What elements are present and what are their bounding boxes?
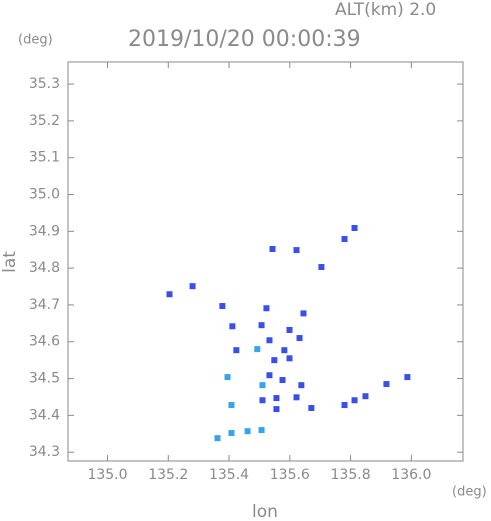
echo-point — [273, 406, 280, 413]
x-tick-label: 135.0 — [87, 467, 127, 483]
plot-frame — [67, 61, 464, 462]
echo-point — [298, 382, 305, 389]
x-unit: (deg) — [452, 485, 487, 500]
y-tick-label: 34.7 — [29, 297, 60, 313]
echo-point — [271, 357, 278, 364]
echo-point — [404, 374, 411, 381]
echo-point — [259, 397, 266, 404]
echo-point — [286, 326, 293, 333]
y-axis-label: lat — [0, 251, 20, 273]
echo-point — [244, 428, 251, 435]
echo-point — [293, 247, 300, 254]
echo-point — [259, 382, 266, 389]
echo-point — [273, 395, 280, 402]
echo-point — [229, 323, 236, 330]
echo-point — [214, 435, 221, 442]
echo-point — [228, 402, 235, 409]
echo-point — [341, 236, 348, 243]
echo-point — [266, 337, 273, 344]
echo-point — [383, 381, 390, 388]
y-tick-label: 35.1 — [29, 150, 60, 166]
echo-point — [308, 404, 315, 411]
y-tick-label: 34.6 — [29, 334, 60, 350]
x-tick-label: 135.2 — [148, 467, 188, 483]
x-tick-label: 135.4 — [209, 467, 249, 483]
echo-point — [341, 402, 348, 409]
echo-point — [219, 303, 226, 310]
echo-point — [286, 355, 293, 362]
echo-point — [263, 305, 270, 312]
echo-point — [228, 430, 235, 437]
echo-point — [233, 347, 240, 354]
x-tick-label: 135.6 — [270, 467, 310, 483]
x-axis-label: lon — [252, 502, 278, 521]
echo-point — [362, 393, 369, 400]
echo-point — [166, 291, 173, 298]
y-tick-label: 35.0 — [29, 187, 60, 203]
y-tick-label: 34.3 — [29, 444, 60, 460]
echo-point — [296, 335, 303, 342]
echo-point — [300, 310, 307, 317]
y-tick-label: 34.5 — [29, 371, 60, 387]
y-tick-label: 35.3 — [29, 76, 60, 92]
chart-subtitle: ALT(km) 2.0 — [335, 0, 436, 20]
y-tick-label: 35.2 — [29, 113, 60, 129]
echo-point — [279, 377, 286, 384]
y-unit: (deg) — [18, 33, 53, 48]
x-tick-label: 136.0 — [391, 467, 431, 483]
echo-point — [351, 397, 358, 404]
echo-point — [254, 346, 261, 353]
echo-point — [269, 245, 276, 252]
chart-title: 2019/10/20 00:00:39 — [128, 27, 361, 52]
echo-point — [258, 322, 265, 329]
x-tick-label: 135.8 — [331, 467, 371, 483]
echo-point — [293, 394, 300, 401]
echo-point — [224, 374, 231, 381]
y-tick-label: 34.8 — [29, 260, 60, 276]
y-tick-label: 34.9 — [29, 223, 60, 239]
echo-point — [266, 372, 273, 379]
y-tick-label: 34.4 — [29, 407, 60, 423]
echo-point — [351, 225, 358, 232]
echo-point — [258, 427, 265, 434]
echo-point — [281, 347, 288, 354]
echo-point — [189, 283, 196, 290]
echo-point — [318, 264, 325, 271]
